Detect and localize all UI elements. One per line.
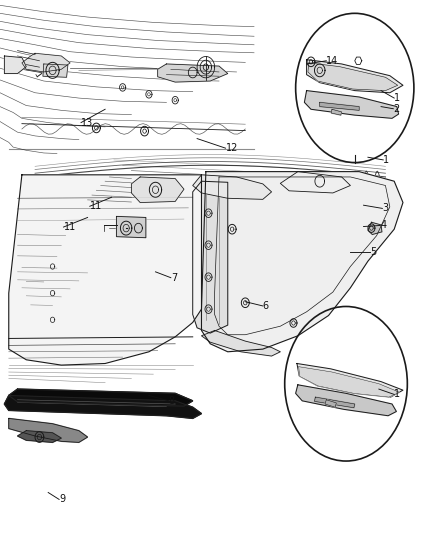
Text: 12: 12 [226, 143, 238, 153]
Polygon shape [18, 431, 61, 442]
Polygon shape [201, 172, 403, 352]
Text: 8: 8 [169, 396, 175, 406]
Polygon shape [308, 63, 398, 91]
Polygon shape [117, 216, 146, 238]
Polygon shape [296, 385, 396, 416]
Polygon shape [4, 395, 201, 418]
Text: 9: 9 [59, 495, 65, 504]
Polygon shape [158, 64, 228, 82]
Polygon shape [304, 91, 399, 118]
Text: 11: 11 [64, 222, 76, 232]
Text: 11: 11 [90, 201, 102, 211]
Text: 1: 1 [383, 155, 389, 165]
Text: 4: 4 [380, 221, 386, 230]
Polygon shape [9, 418, 88, 442]
Text: 13: 13 [81, 118, 93, 127]
Text: 3: 3 [382, 204, 389, 213]
Polygon shape [280, 172, 350, 193]
Polygon shape [368, 222, 382, 235]
Polygon shape [22, 53, 70, 72]
Text: 1: 1 [394, 93, 400, 103]
Polygon shape [193, 175, 272, 199]
Text: 1: 1 [394, 390, 400, 399]
Polygon shape [297, 364, 403, 397]
Text: 14: 14 [326, 56, 339, 66]
Polygon shape [4, 56, 26, 74]
Polygon shape [131, 177, 184, 203]
Polygon shape [331, 109, 342, 115]
Text: 5: 5 [370, 247, 376, 257]
Polygon shape [43, 64, 68, 77]
Text: 6: 6 [263, 301, 269, 311]
Polygon shape [9, 389, 193, 406]
Polygon shape [193, 181, 228, 333]
Polygon shape [9, 175, 201, 365]
Polygon shape [299, 367, 399, 397]
Polygon shape [314, 397, 355, 408]
Polygon shape [320, 102, 359, 110]
Polygon shape [201, 330, 280, 356]
Polygon shape [325, 400, 336, 407]
Text: 7: 7 [171, 273, 177, 282]
Text: 2: 2 [393, 104, 399, 114]
Polygon shape [307, 60, 403, 93]
